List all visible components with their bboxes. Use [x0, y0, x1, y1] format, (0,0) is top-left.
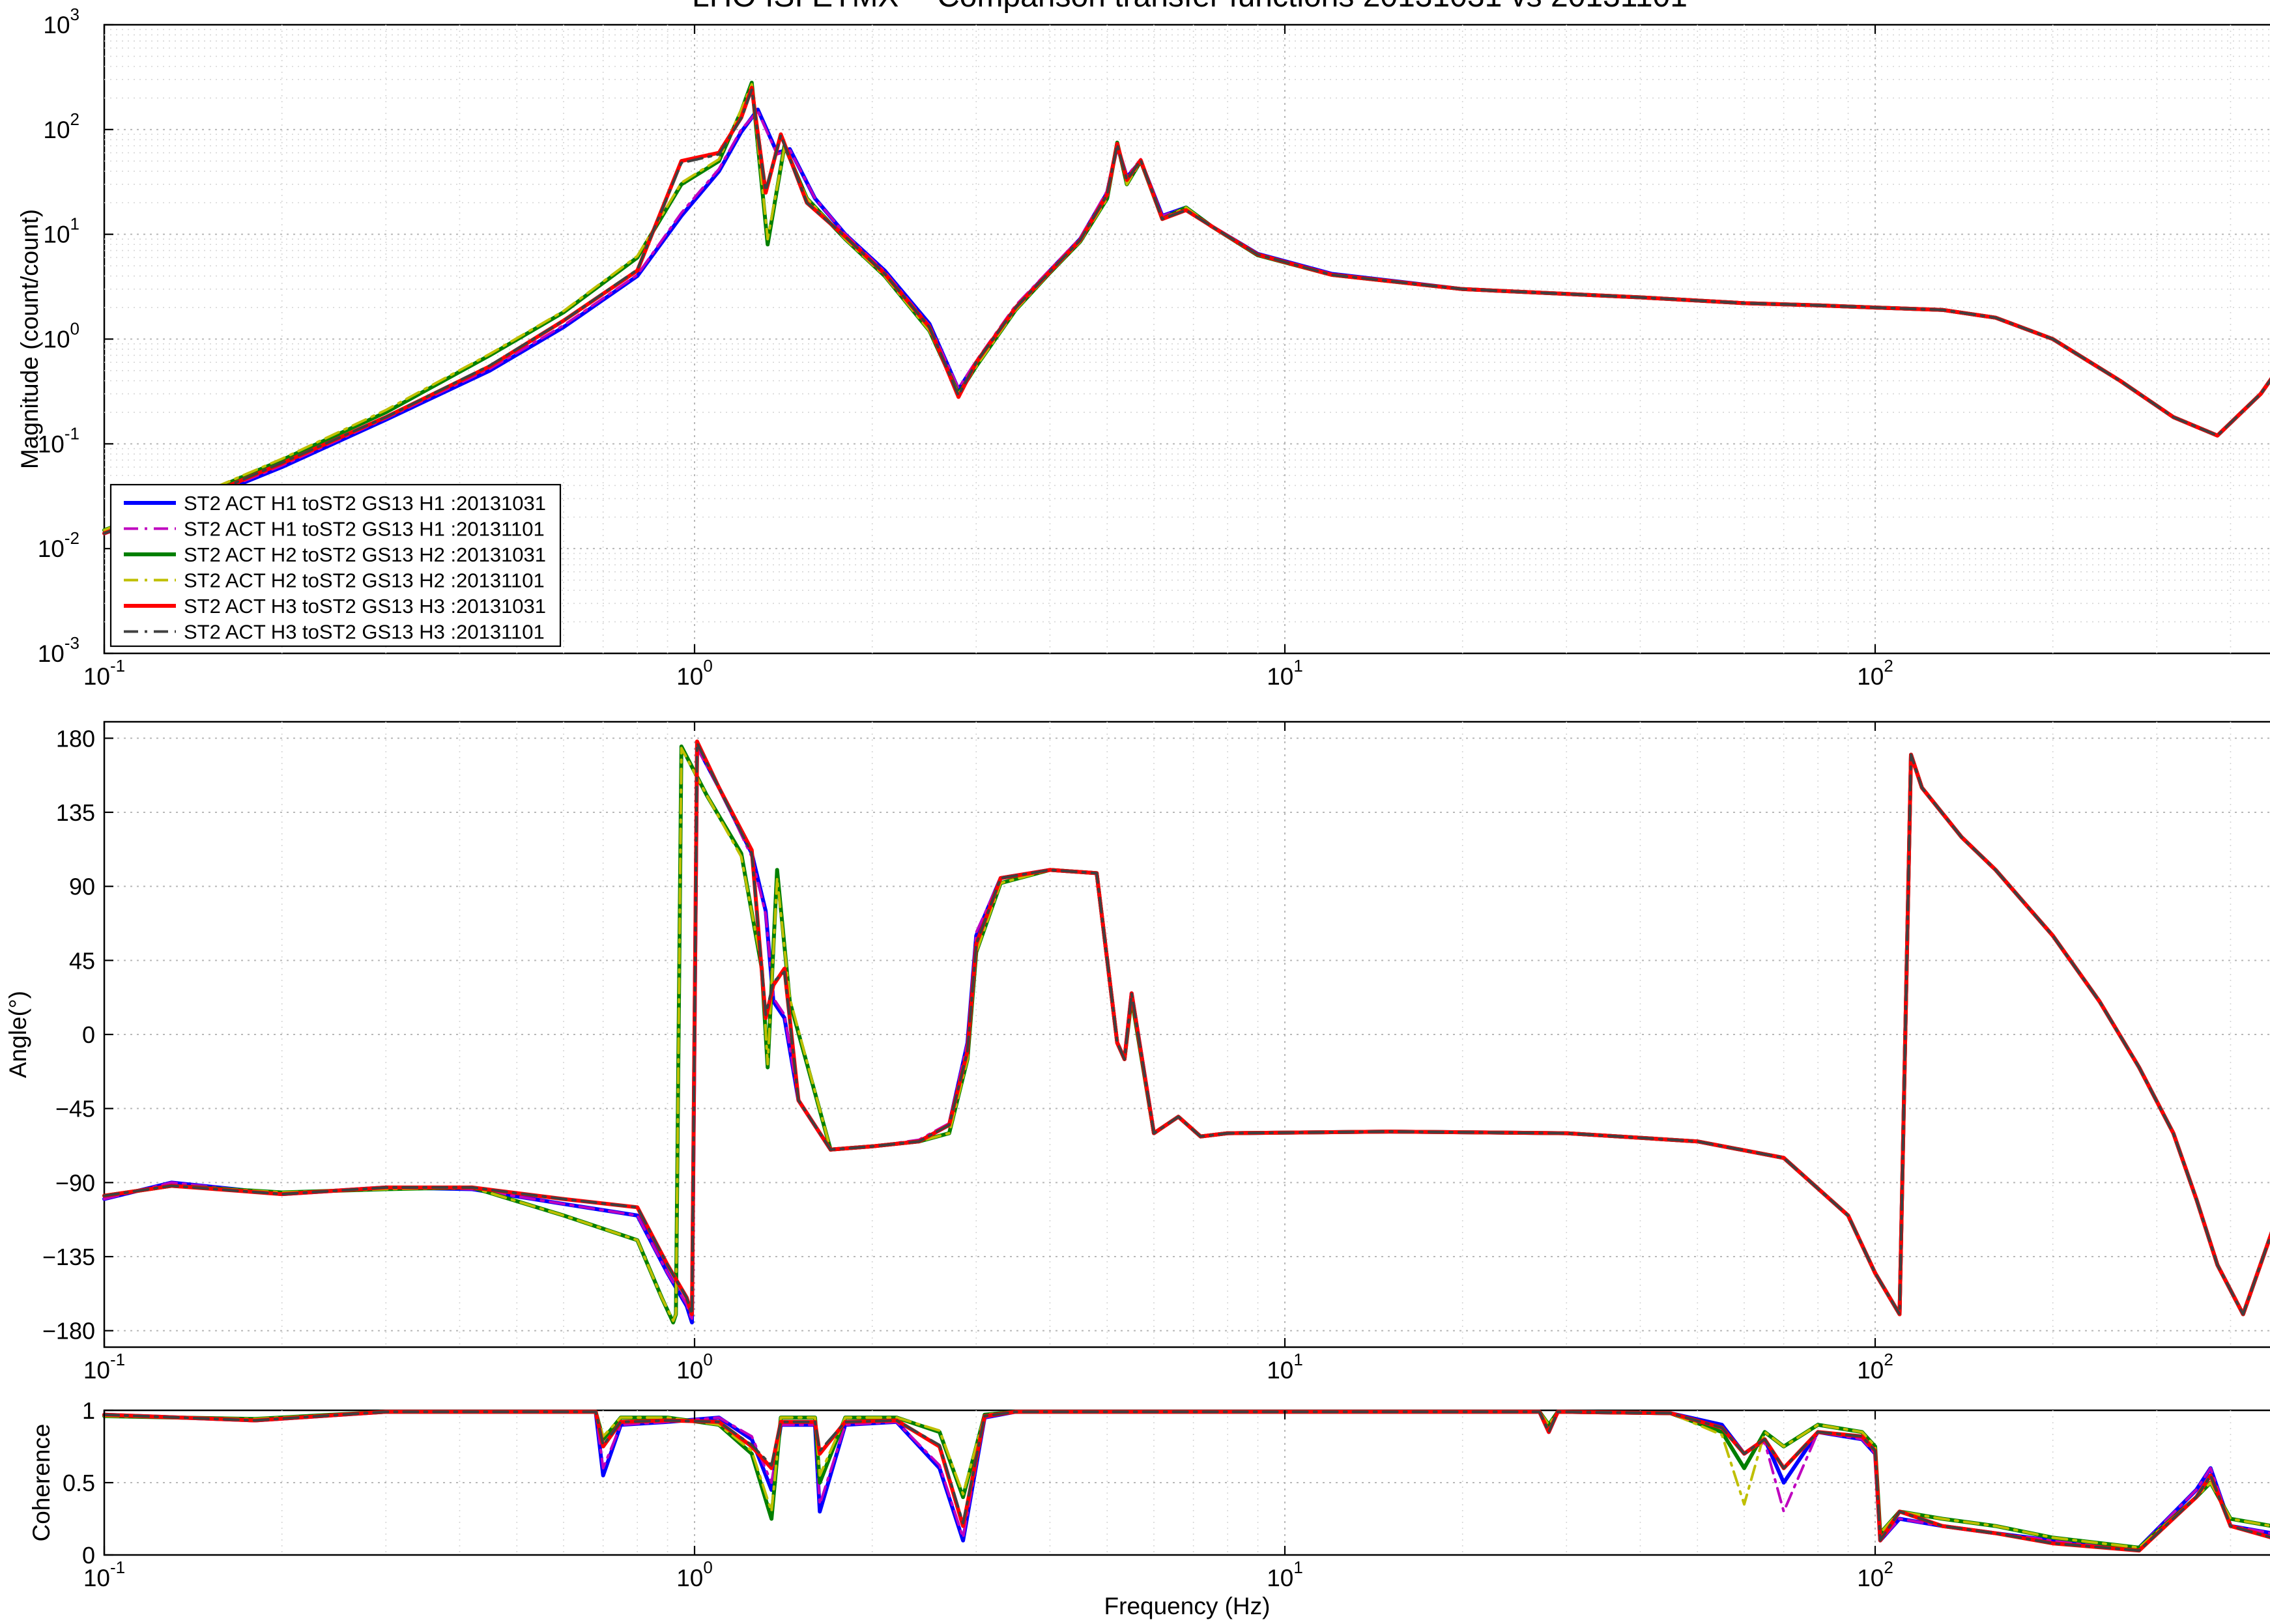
- y-tick-label: 135: [56, 799, 95, 826]
- x-tick-label: 102: [1857, 656, 1893, 690]
- y-tick-label: 0: [82, 1542, 95, 1569]
- y-tick-label: 10-3: [38, 633, 79, 667]
- series-line-H1_20131101: [103, 109, 2270, 535]
- x-tick-exponent: -1: [110, 1558, 125, 1577]
- x-tick-label: 101: [1267, 1558, 1303, 1591]
- legend-box: [109, 483, 562, 648]
- x-tick-label: 102: [1857, 1558, 1893, 1591]
- y-axis-label-phase: Angle(°): [5, 991, 31, 1078]
- x-tick-exponent: 0: [703, 1350, 712, 1369]
- legend-label: ST2 ACT H2 toST2 GS13 H2 :20131031: [184, 543, 546, 566]
- x-tick-label: 101: [1267, 656, 1303, 690]
- x-tick-exponent: 1: [1293, 656, 1302, 676]
- y-tick-exponent: 0: [70, 319, 79, 339]
- y-tick-exponent: 1: [70, 214, 79, 234]
- y-tick-label: 10-2: [38, 528, 79, 562]
- x-tick-label: 102: [1857, 1350, 1893, 1384]
- y-tick-exponent: 3: [70, 5, 79, 24]
- x-tick-label: 100: [676, 1558, 713, 1591]
- y-axis-label-coherence: Coherence: [28, 1423, 55, 1541]
- y-tick-label: 10-1: [38, 423, 79, 457]
- y-tick-exponent: -3: [65, 633, 79, 653]
- legend-label: ST2 ACT H3 toST2 GS13 H3 :20131031: [184, 595, 546, 618]
- x-tick-exponent: 0: [703, 1558, 712, 1577]
- y-tick-label: 45: [69, 947, 95, 974]
- y-tick-label: 100: [43, 319, 79, 353]
- y-tick-label: 1: [82, 1397, 95, 1424]
- y-tick-label: −135: [42, 1244, 95, 1270]
- figure-title: LHO ISI ETMX -- Comparison transfer func…: [692, 0, 1688, 14]
- x-tick-exponent: 2: [1884, 656, 1893, 676]
- x-tick-label: 10-1: [83, 1350, 125, 1384]
- x-tick-label: 101: [1267, 1350, 1303, 1384]
- y-tick-label: 90: [69, 874, 95, 900]
- x-axis-label: Frequency (Hz): [1104, 1593, 1271, 1619]
- y-tick-exponent: 2: [70, 109, 79, 129]
- x-tick-exponent: 2: [1884, 1558, 1893, 1577]
- y-tick-label: 102: [43, 109, 79, 143]
- x-tick-exponent: 0: [703, 656, 712, 676]
- y-tick-label: −180: [42, 1318, 95, 1345]
- legend-label: ST2 ACT H1 toST2 GS13 H1 :20131031: [184, 492, 546, 515]
- x-tick-exponent: 2: [1884, 1350, 1893, 1369]
- y-tick-label: 0.5: [63, 1470, 95, 1496]
- y-tick-label: 101: [43, 214, 79, 248]
- y-tick-label: −90: [55, 1169, 95, 1196]
- y-axis-label-magnitude: Magnitude (count/count): [16, 209, 43, 469]
- x-tick-exponent: 1: [1293, 1558, 1302, 1577]
- y-tick-label: 0: [82, 1021, 95, 1048]
- x-tick-label: 100: [676, 1350, 713, 1384]
- y-tick-exponent: -2: [65, 528, 79, 548]
- y-tick-label: −45: [55, 1096, 95, 1122]
- x-tick-label: 10-1: [83, 656, 125, 690]
- y-tick-exponent: -1: [65, 423, 79, 443]
- y-tick-label: 103: [43, 5, 79, 38]
- series-line-H3_20131101: [103, 88, 2270, 535]
- phase-panel: 10-1 100 101 10218013590450−45−90−135−180An…: [5, 720, 2270, 1384]
- y-tick-label: 180: [56, 725, 95, 752]
- x-tick-exponent: 1: [1293, 1350, 1302, 1369]
- series-line-H3_20131101: [103, 1410, 2270, 1552]
- x-tick-label: 100: [676, 656, 713, 690]
- x-tick-exponent: -1: [110, 1350, 125, 1369]
- legend: ST2 ACT H1 toST2 GS13 H1 :20131031 ST2 AC…: [109, 483, 562, 648]
- series-line-H3_20131101: [103, 741, 2270, 1316]
- legend-label: ST2 ACT H3 toST2 GS13 H3 :20131101: [184, 621, 545, 644]
- legend-label: ST2 ACT H2 toST2 GS13 H2 :20131101: [184, 569, 545, 592]
- coherence-panel: 1 0 -1 100 101 102 1 0.5 0 Coherence: [28, 1397, 2270, 1591]
- legend-label: ST2 ACT H1 toST2 GS13 H1 :20131101: [184, 518, 545, 541]
- x-tick-exponent: -1: [110, 656, 125, 676]
